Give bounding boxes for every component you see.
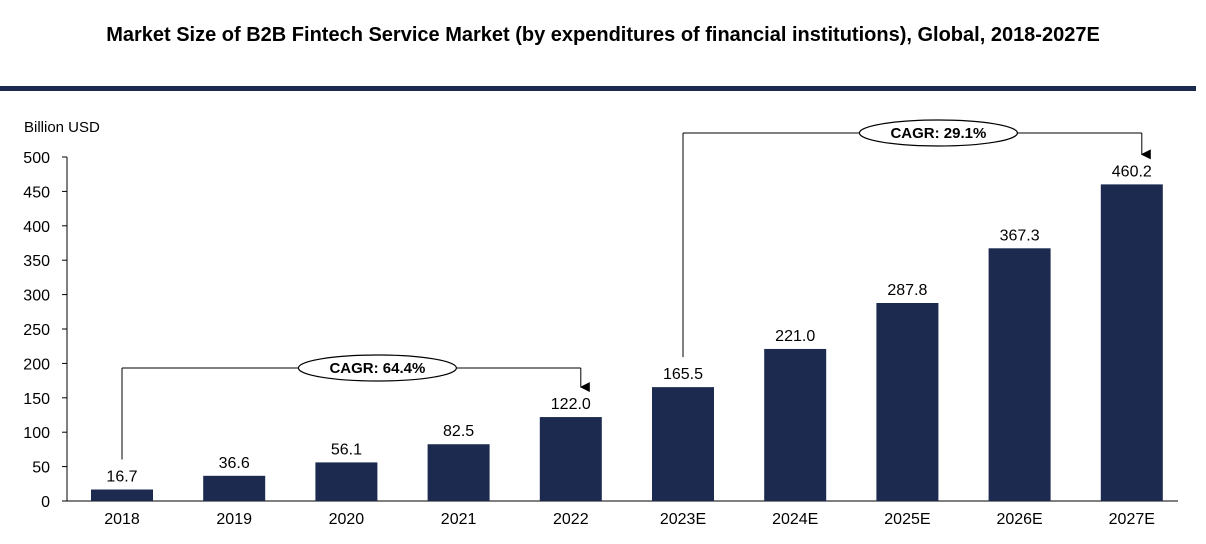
- y-axis-label: Billion USD: [24, 119, 100, 136]
- cagr-badge: [297, 354, 457, 382]
- bar: [91, 489, 153, 501]
- bar: [539, 417, 602, 501]
- x-tick-label: 2027E: [1109, 511, 1155, 528]
- x-tick-label: 2021: [441, 511, 477, 528]
- x-tick-label: 2019: [216, 511, 252, 528]
- bar: [988, 248, 1051, 501]
- data-label: 122.0: [551, 396, 591, 413]
- x-tick-label: 2026E: [996, 511, 1042, 528]
- y-tick-label: 100: [23, 425, 50, 442]
- data-label: 16.7: [106, 469, 137, 486]
- bar: [876, 302, 939, 501]
- x-tick-label: 2022: [553, 511, 589, 528]
- y-tick-label: 0: [41, 494, 50, 511]
- data-label: 221.0: [775, 328, 815, 345]
- bar: [764, 348, 827, 501]
- x-tick-label: 2024E: [772, 511, 818, 528]
- data-label: 56.1: [331, 441, 362, 458]
- title-rule: [0, 86, 1196, 91]
- x-tick-label: 2025E: [884, 511, 930, 528]
- cagr-label: CAGR: 29.1%: [890, 125, 986, 142]
- y-tick-label: 500: [23, 150, 50, 167]
- y-tick-label: 300: [23, 288, 50, 305]
- data-label: 367.3: [1000, 227, 1040, 244]
- bar: [203, 475, 266, 501]
- y-tick-label: 250: [23, 322, 50, 339]
- data-label: 36.6: [219, 455, 250, 472]
- x-tick-label: 2020: [329, 511, 365, 528]
- y-tick-label: 200: [23, 356, 50, 373]
- bar: [427, 444, 490, 501]
- cagr-badge: [858, 119, 1019, 147]
- data-label: 460.2: [1112, 163, 1152, 180]
- y-tick-label: 50: [32, 460, 50, 477]
- y-tick-label: 150: [23, 391, 50, 408]
- x-tick-label: 2023E: [660, 511, 706, 528]
- y-tick-label: 350: [23, 253, 50, 270]
- cagr-label: CAGR: 64.4%: [329, 360, 425, 377]
- data-label: 165.5: [663, 366, 703, 383]
- data-label: 82.5: [443, 423, 474, 440]
- y-tick-label: 450: [23, 184, 50, 201]
- bar: [652, 387, 714, 501]
- x-tick-label: 2018: [104, 511, 140, 528]
- data-label: 287.8: [887, 282, 927, 299]
- bar: [1100, 184, 1163, 502]
- chart-title: Market Size of B2B Fintech Service Marke…: [106, 24, 1100, 46]
- chart-title-block: Market Size of B2B Fintech Service Marke…: [0, 0, 1206, 92]
- bar: [315, 462, 378, 501]
- y-tick-label: 400: [23, 219, 50, 236]
